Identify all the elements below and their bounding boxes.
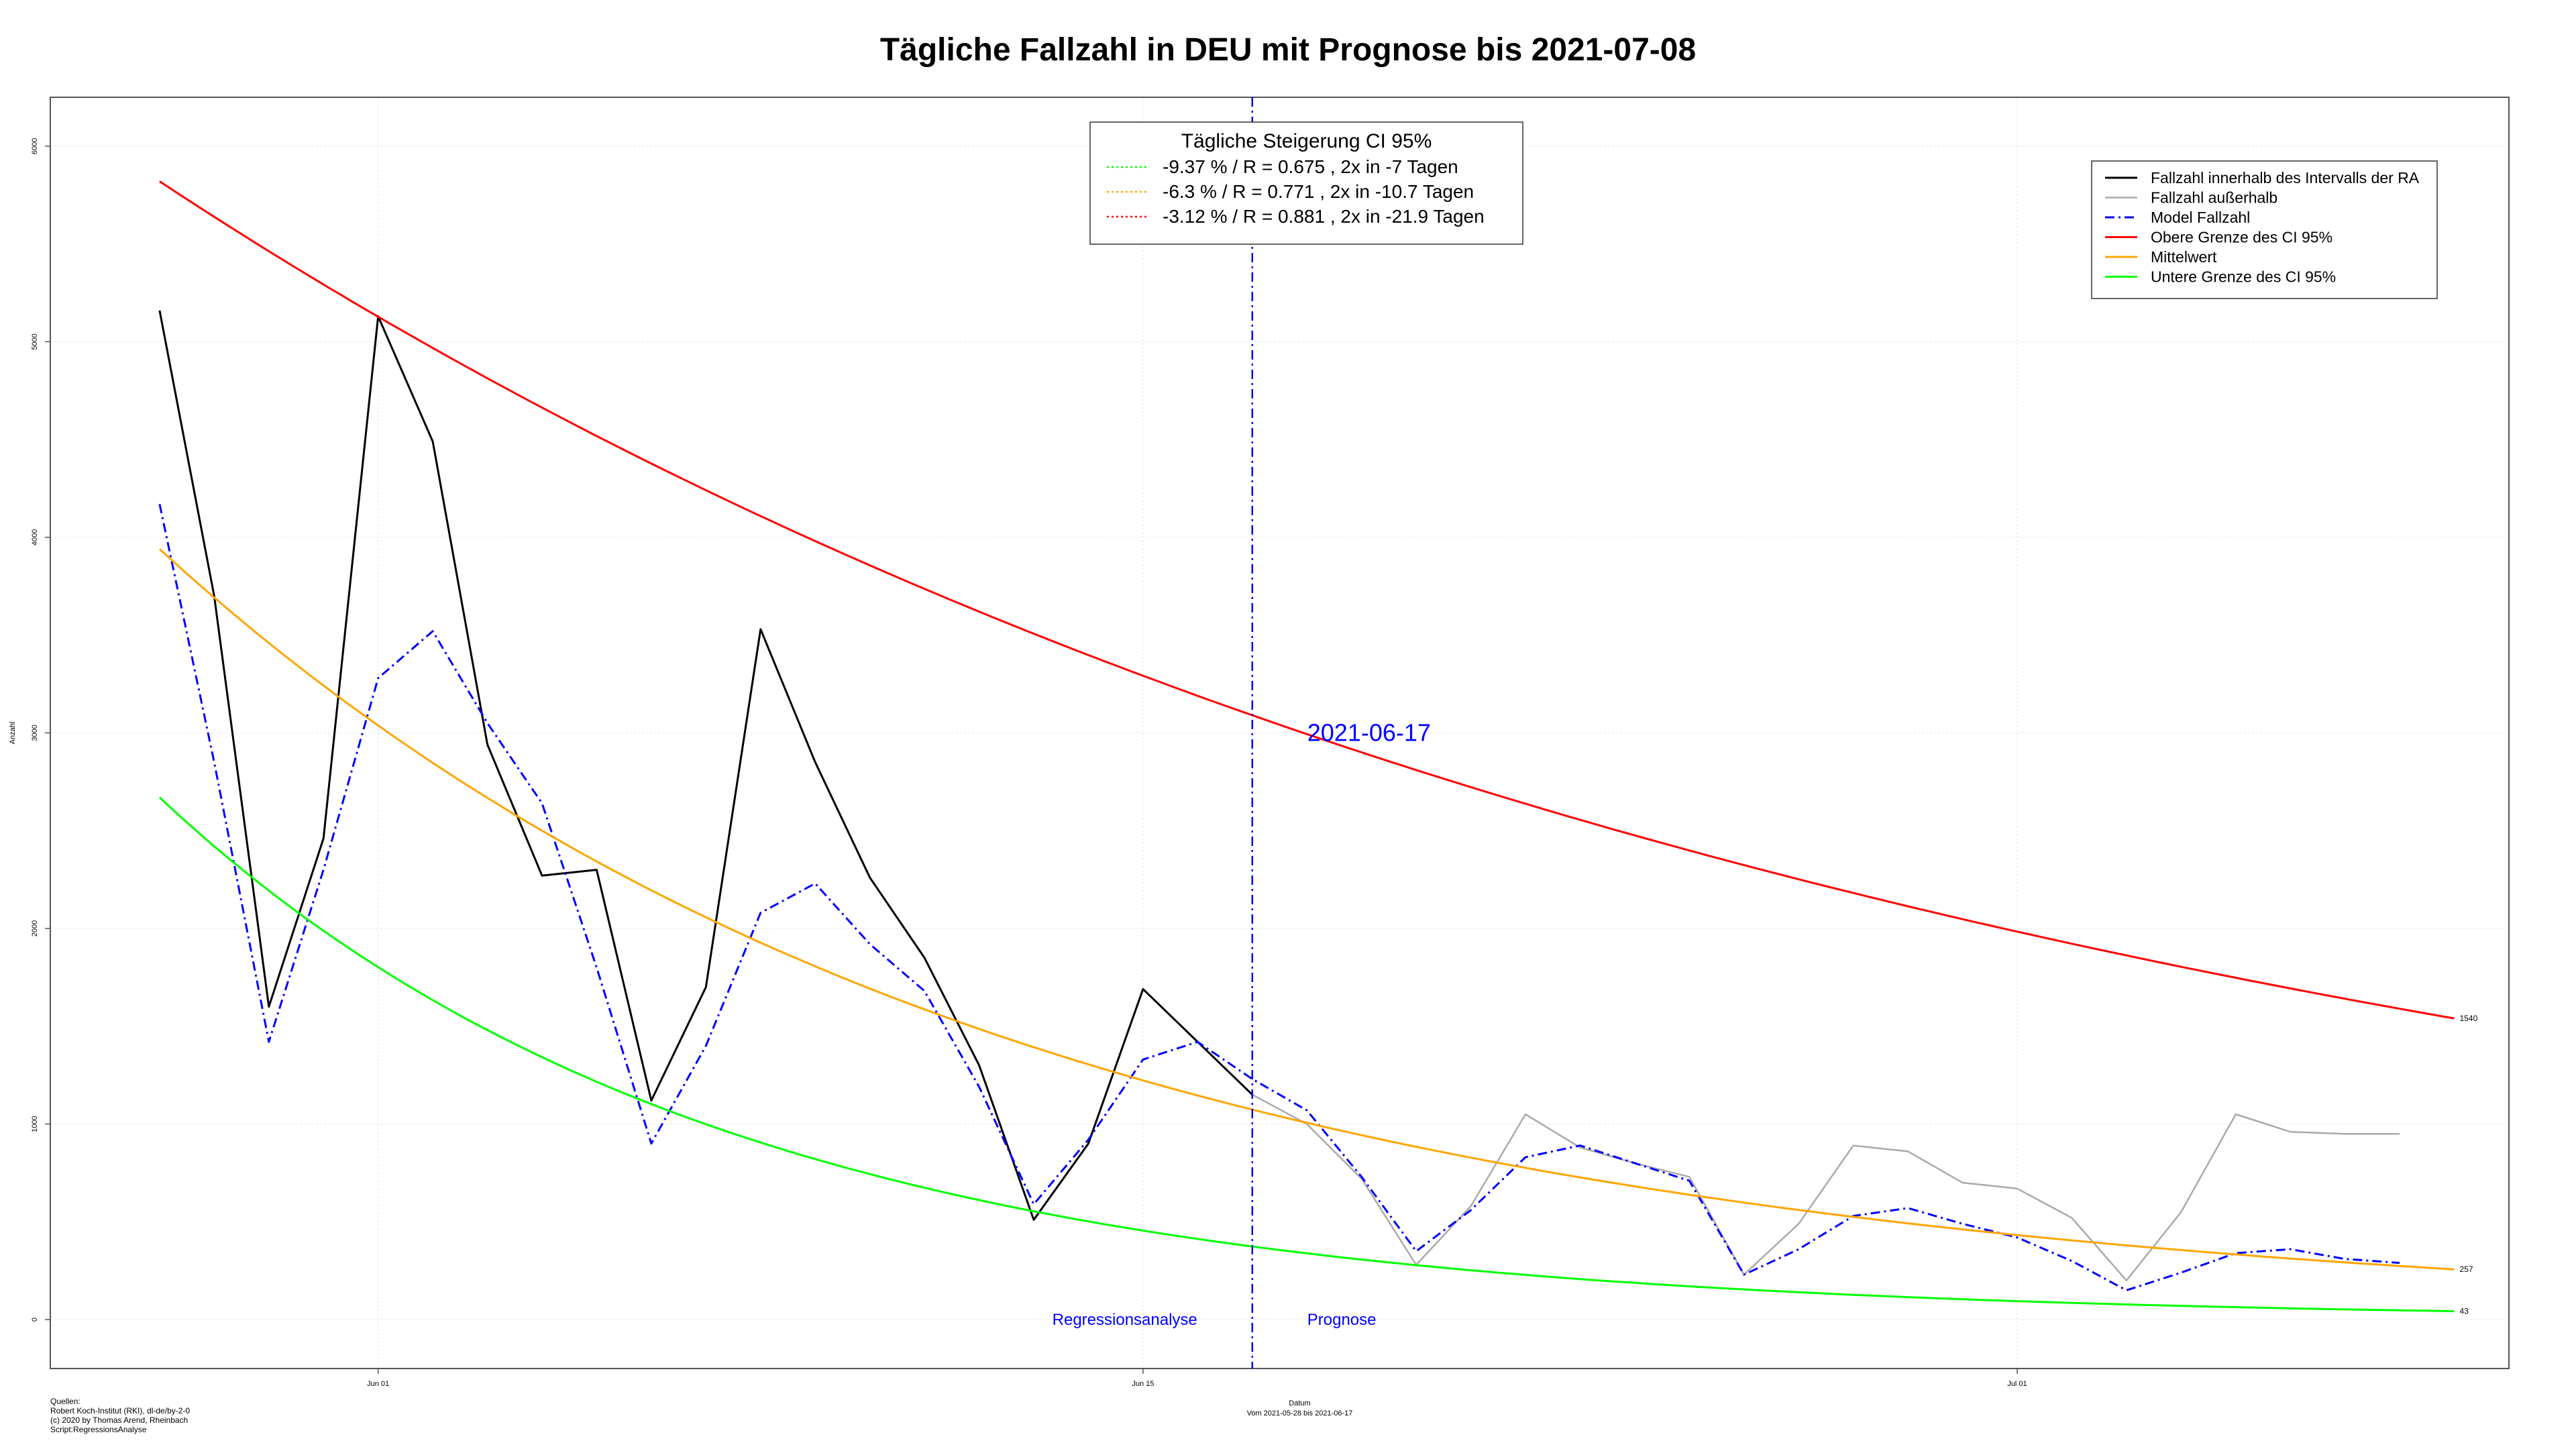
ci-box-item: -9.37 % / R = 0.675 , 2x in -7 Tagen (1163, 156, 1458, 177)
ci-box-item: -3.12 % / R = 0.881 , 2x in -21.9 Tagen (1163, 206, 1485, 227)
series-line-6 (158, 796, 2455, 1313)
series-line-5 (158, 548, 2455, 1271)
legend-entry: Untere Grenze des CI 95% (2151, 268, 2336, 286)
source-line: Robert Koch-Institut (RKI), dl-de/by-2-0 (50, 1406, 190, 1415)
series-line-4 (159, 180, 2455, 1020)
region-label-right: Prognose (1307, 1311, 1377, 1329)
legend-frame (2091, 160, 2438, 299)
legend-entry: Fallzahl außerhalb (2151, 189, 2277, 207)
end-label: 257 (2460, 1265, 2473, 1274)
ci-box-frame (1089, 121, 1523, 245)
series-line-1 (158, 310, 1253, 1221)
source-line: (c) 2020 by Thomas Arend, Rheinbach (50, 1415, 188, 1425)
end-label: 43 (2460, 1307, 2469, 1316)
legend-layer: Fallzahl innerhalb des Intervalls der RA… (2091, 160, 2438, 299)
source-line: Script:RegressionsAnalyse (50, 1425, 147, 1434)
cutoff-date-label: 2021-06-17 (1307, 719, 1431, 747)
y-axis-label: Anzahl (9, 722, 17, 745)
region-label-left: Regressionsanalyse (1053, 1311, 1197, 1329)
legend-entry: Model Fallzahl (2151, 209, 2250, 226)
x-axis-sublabel: Vom 2021-05-28 bis 2021-06-17 (1247, 1409, 1353, 1417)
x-tick-label: Jun 01 (367, 1380, 389, 1388)
x-tick-label: Jun 15 (1132, 1380, 1154, 1388)
annot-layer: 1540 257 43 2021-06-17 Regressionsanalyse Pro… (1053, 97, 2478, 1368)
legend-entry: Fallzahl innerhalb des Intervalls der RA (2151, 169, 2420, 186)
axis-layer: 0 1000 2000 3000 4000 5000 6000 Jun 01 Jun 15 Jul… (9, 138, 2027, 1417)
chart-title: Tägliche Fallzahl in DEU mit Prognose bi… (880, 32, 1696, 68)
x-tick-label: Jul 01 (2007, 1380, 2027, 1388)
y-tick-label: 2000 (31, 920, 39, 936)
legend-entry: Mittelwert (2151, 248, 2217, 266)
y-tick-label: 6000 (31, 138, 39, 154)
series-line-3 (158, 504, 2400, 1291)
series-layer (158, 180, 2455, 1313)
source-note: Quellen:Robert Koch-Institut (RKI), dl-d… (50, 1397, 190, 1434)
y-tick-label: 0 (31, 1318, 39, 1322)
x-axis-label: Datum (1289, 1399, 1310, 1407)
y-tick-label: 1000 (31, 1116, 39, 1132)
end-label: 1540 (2460, 1014, 2478, 1023)
ci-box: Tägliche Steigerung CI 95% -9.37 % / R = … (1089, 121, 1523, 245)
source-line: Quellen: (50, 1397, 80, 1406)
y-tick-label: 3000 (31, 724, 39, 741)
y-tick-label: 4000 (31, 529, 39, 545)
y-tick-label: 5000 (31, 333, 39, 350)
legend-entry: Obere Grenze des CI 95% (2151, 229, 2332, 246)
ci-box-item: -6.3 % / R = 0.771 , 2x in -10.7 Tagen (1163, 181, 1474, 202)
ci-box-title: Tägliche Steigerung CI 95% (1181, 130, 1432, 152)
series-line-2 (1252, 1093, 2400, 1282)
